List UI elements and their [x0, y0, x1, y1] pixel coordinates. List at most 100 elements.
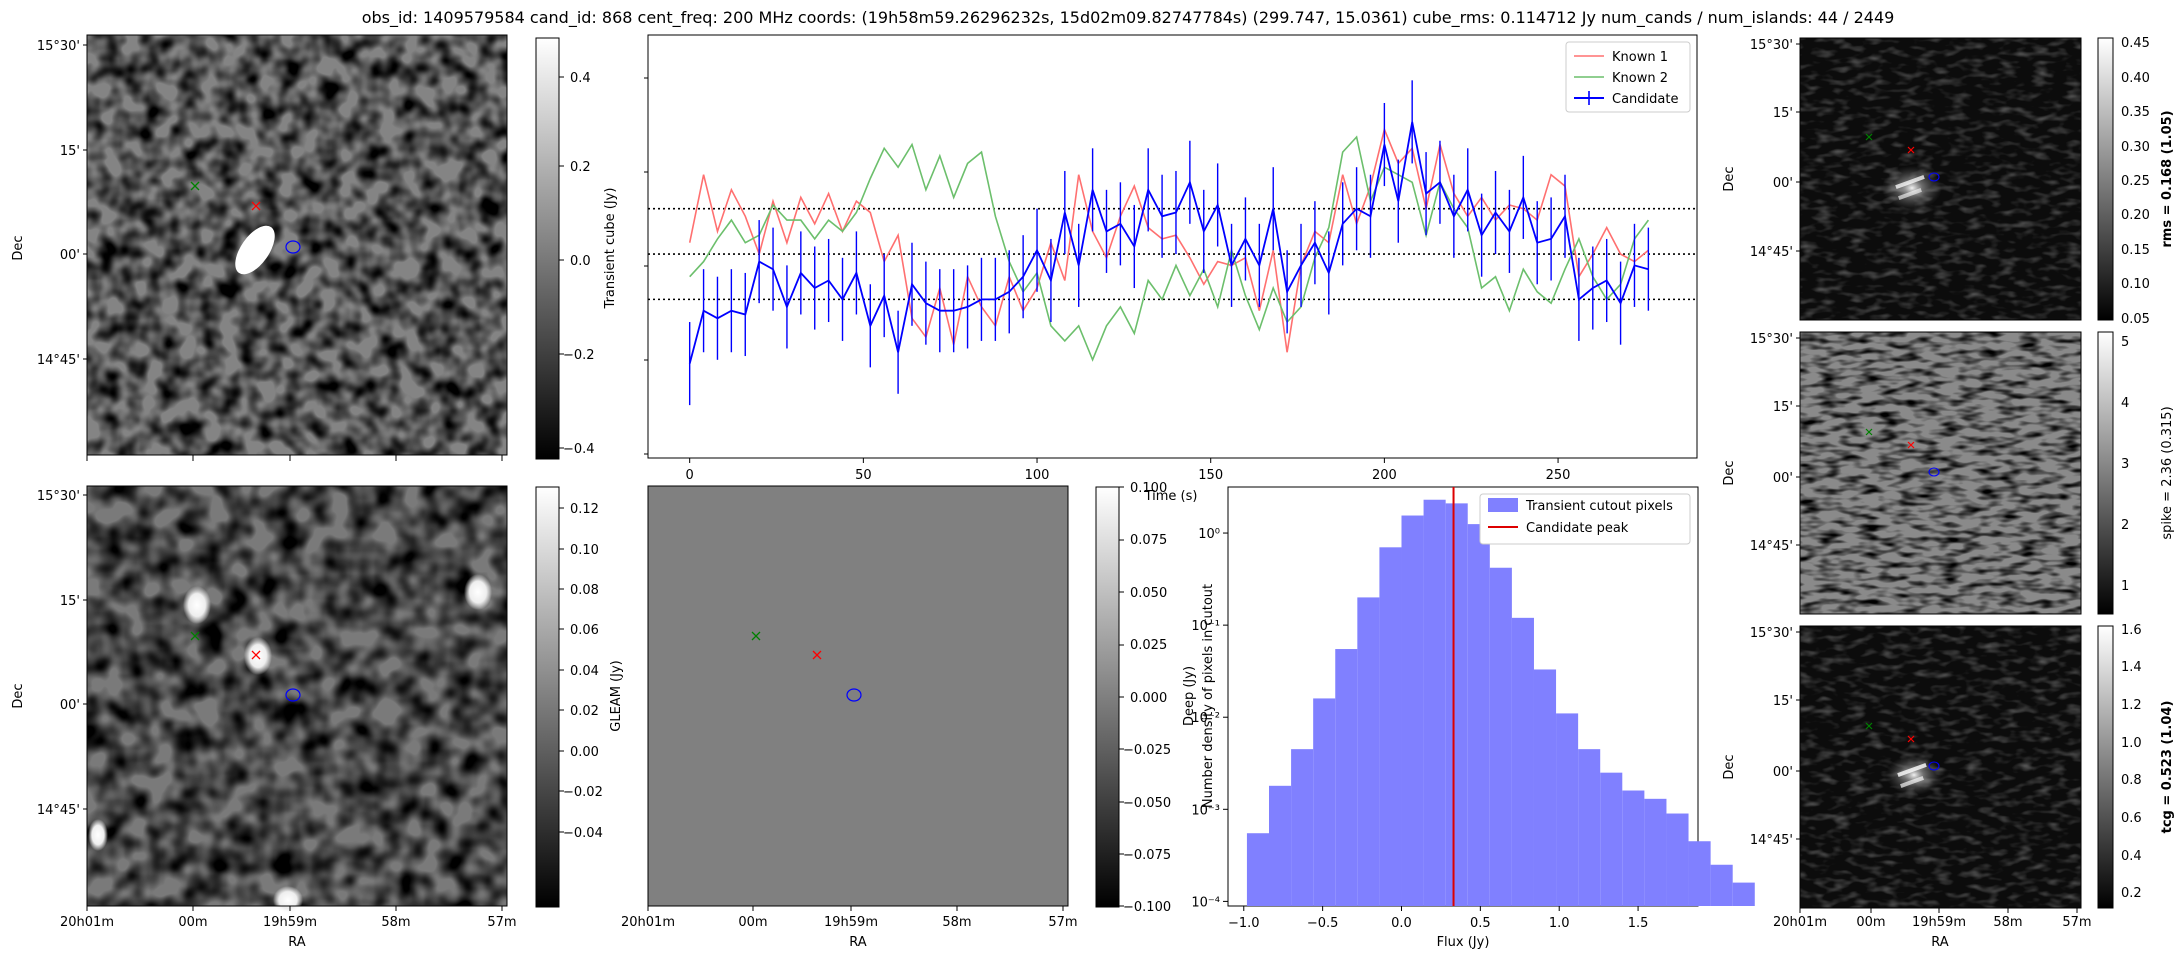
- cbar-tick: 0.050: [1130, 586, 1167, 601]
- histogram-bar: [1732, 882, 1755, 906]
- source-blob: [244, 637, 272, 675]
- dec-tick-label: 15°30': [1750, 332, 1793, 347]
- deep-colorbar: 0.12 0.10 0.08 0.06 0.04 0.02 0.00 −0.02…: [535, 486, 624, 908]
- cbar-tick: 0.25: [2121, 174, 2150, 189]
- ra-tick-label: 19h59m: [1912, 915, 1966, 930]
- dec-tick-label: 14°45': [1750, 833, 1793, 848]
- histogram-bar: [1445, 503, 1468, 906]
- dec-tick-label: 14°45': [1750, 539, 1793, 554]
- cbar-tick: 0.05: [2121, 312, 2150, 327]
- x-tick-label: 1.0: [1549, 916, 1570, 931]
- candidate-contour: [285, 240, 301, 254]
- tcg-panel: 15°30' 15' 00' 14°45' 20h01m 00m 19h59m …: [1722, 625, 2092, 950]
- dec-axis-label: Dec: [1722, 754, 1737, 779]
- dec-tick-label: 15°30': [1750, 626, 1793, 641]
- cbar-tick: −0.02: [563, 785, 603, 800]
- histogram-bar: [1423, 499, 1446, 906]
- ra-tick-label: 58m: [942, 915, 971, 930]
- ra-axis-label: RA: [288, 935, 306, 950]
- lightcurve-x-ticks: 0 50 100 150 200 250: [686, 458, 1570, 483]
- dec-tick-label: 00': [1773, 176, 1793, 191]
- cbar-tick: −0.075: [1123, 848, 1171, 863]
- known-marker-red: [1907, 146, 1915, 154]
- known-marker-red: [251, 650, 261, 660]
- histogram-bar: [1622, 790, 1645, 906]
- x-tick-label: −1.0: [1228, 916, 1260, 931]
- dec-tick-label: 15': [60, 594, 80, 609]
- cbar-tick: 0.2: [2121, 886, 2142, 901]
- cbar-label: rms = 0.168 (1.05): [2160, 110, 2175, 247]
- cbar-tick: 0.04: [570, 664, 599, 679]
- dec-tick-label: 15': [60, 144, 80, 159]
- histogram-bar: [1269, 785, 1292, 906]
- ra-tick-label: 20h01m: [1773, 915, 1827, 930]
- cbar-tick: 0.0: [570, 254, 591, 269]
- x-tick-label: 0.5: [1470, 916, 1491, 931]
- histogram-bar: [1291, 749, 1314, 906]
- cbar-tick: 0.15: [2121, 243, 2150, 258]
- y-tick-label: 10⁰: [1198, 527, 1220, 542]
- histogram-bar: [1644, 798, 1667, 906]
- cbar-tick: 0.45: [2121, 36, 2150, 51]
- cbar-label: GLEAM (Jy): [609, 660, 624, 731]
- histogram-bar: [1556, 713, 1579, 906]
- dec-axis: 15°30' 15' 00' 14°45': [37, 39, 80, 368]
- histogram-bar: [1313, 698, 1336, 906]
- cbar-tick: −0.2: [563, 348, 595, 363]
- cbar-tick: −0.050: [1123, 796, 1171, 811]
- cbar-tick: 1.6: [2121, 623, 2142, 638]
- transient-panel: 15°30' 15' 00' 14°45' Dec: [11, 34, 508, 461]
- x-tick-label: 0.0: [1391, 916, 1412, 931]
- legend-label: Candidate peak: [1526, 521, 1629, 536]
- cbar-tick: 0.08: [570, 583, 599, 598]
- cbar-tick: 2: [2121, 518, 2129, 533]
- x-tick-label: 0: [686, 468, 694, 483]
- legend-label: Transient cutout pixels: [1525, 499, 1673, 514]
- lightcurve-marks: [648, 80, 1697, 406]
- candidate-contour: [1928, 761, 1940, 771]
- cbar-tick: 0.20: [2121, 208, 2150, 223]
- dec-axis-label: Dec: [1722, 166, 1737, 191]
- candidate-contour: [285, 688, 301, 702]
- series-line-known-1: [688, 126, 1649, 353]
- cbar-tick: 1: [2121, 579, 2129, 594]
- x-tick-label: 1.5: [1628, 916, 1649, 931]
- dec-tick-label: 15°30': [1750, 38, 1793, 53]
- ra-tick-label: 20h01m: [621, 915, 675, 930]
- cbar-tick: 0.35: [2121, 105, 2150, 120]
- dec-tick-label: 15': [1773, 694, 1793, 709]
- histogram-bar: [1489, 567, 1512, 906]
- candidate-contour: [846, 688, 862, 702]
- series-line-known-2: [689, 135, 1650, 362]
- cbar-tick: 0.30: [2121, 140, 2150, 155]
- spike-panel: 15°30' 15' 00' 14°45' Dec: [1722, 331, 2082, 615]
- dec-tick-label: 14°45': [37, 803, 80, 818]
- histogram-bar: [1511, 617, 1534, 906]
- dec-tick-label: 00': [60, 248, 80, 263]
- x-tick-label: 100: [1025, 468, 1050, 483]
- cbar-label: Deep (Jy): [1182, 666, 1197, 726]
- cbar-tick: 3: [2121, 457, 2129, 472]
- cbar-tick: 0.12: [570, 502, 599, 517]
- source-blob: [235, 225, 275, 275]
- known-marker-green: [190, 631, 200, 641]
- cbar-tick: 0.100: [1130, 481, 1167, 496]
- cbar-tick: 0.025: [1130, 638, 1167, 653]
- x-tick-label: 200: [1372, 468, 1397, 483]
- histogram-bar: [1357, 597, 1380, 906]
- histogram-legend: Transient cutout pixels Candidate peak: [1479, 493, 1691, 545]
- histogram-bar: [1688, 841, 1711, 906]
- ra-tick-label: 57m: [1048, 915, 1077, 930]
- histogram-bar: [1533, 669, 1557, 906]
- ra-axis-label: RA: [849, 935, 867, 950]
- gleam-colorbar: 0.100 0.075 0.050 0.025 0.000 −0.025 −0.…: [1095, 481, 1197, 915]
- known-marker-red: [251, 201, 261, 211]
- cbar-label: tcg = 0.523 (1.04): [2160, 701, 2175, 834]
- histogram-ticks: −1.0 −0.5 0.0 0.5 1.0 1.5 10⁰ 10⁻¹ 10⁻² 10⁻³ 10⁻⁴: [1191, 527, 1648, 931]
- cbar-label: spike = 2.36 (0.315): [2160, 406, 2175, 539]
- known-marker-green: [751, 631, 761, 641]
- cbar-tick: 0.2: [570, 160, 591, 175]
- source-blob: [273, 886, 303, 914]
- cbar-tick: 0.40: [2121, 71, 2150, 86]
